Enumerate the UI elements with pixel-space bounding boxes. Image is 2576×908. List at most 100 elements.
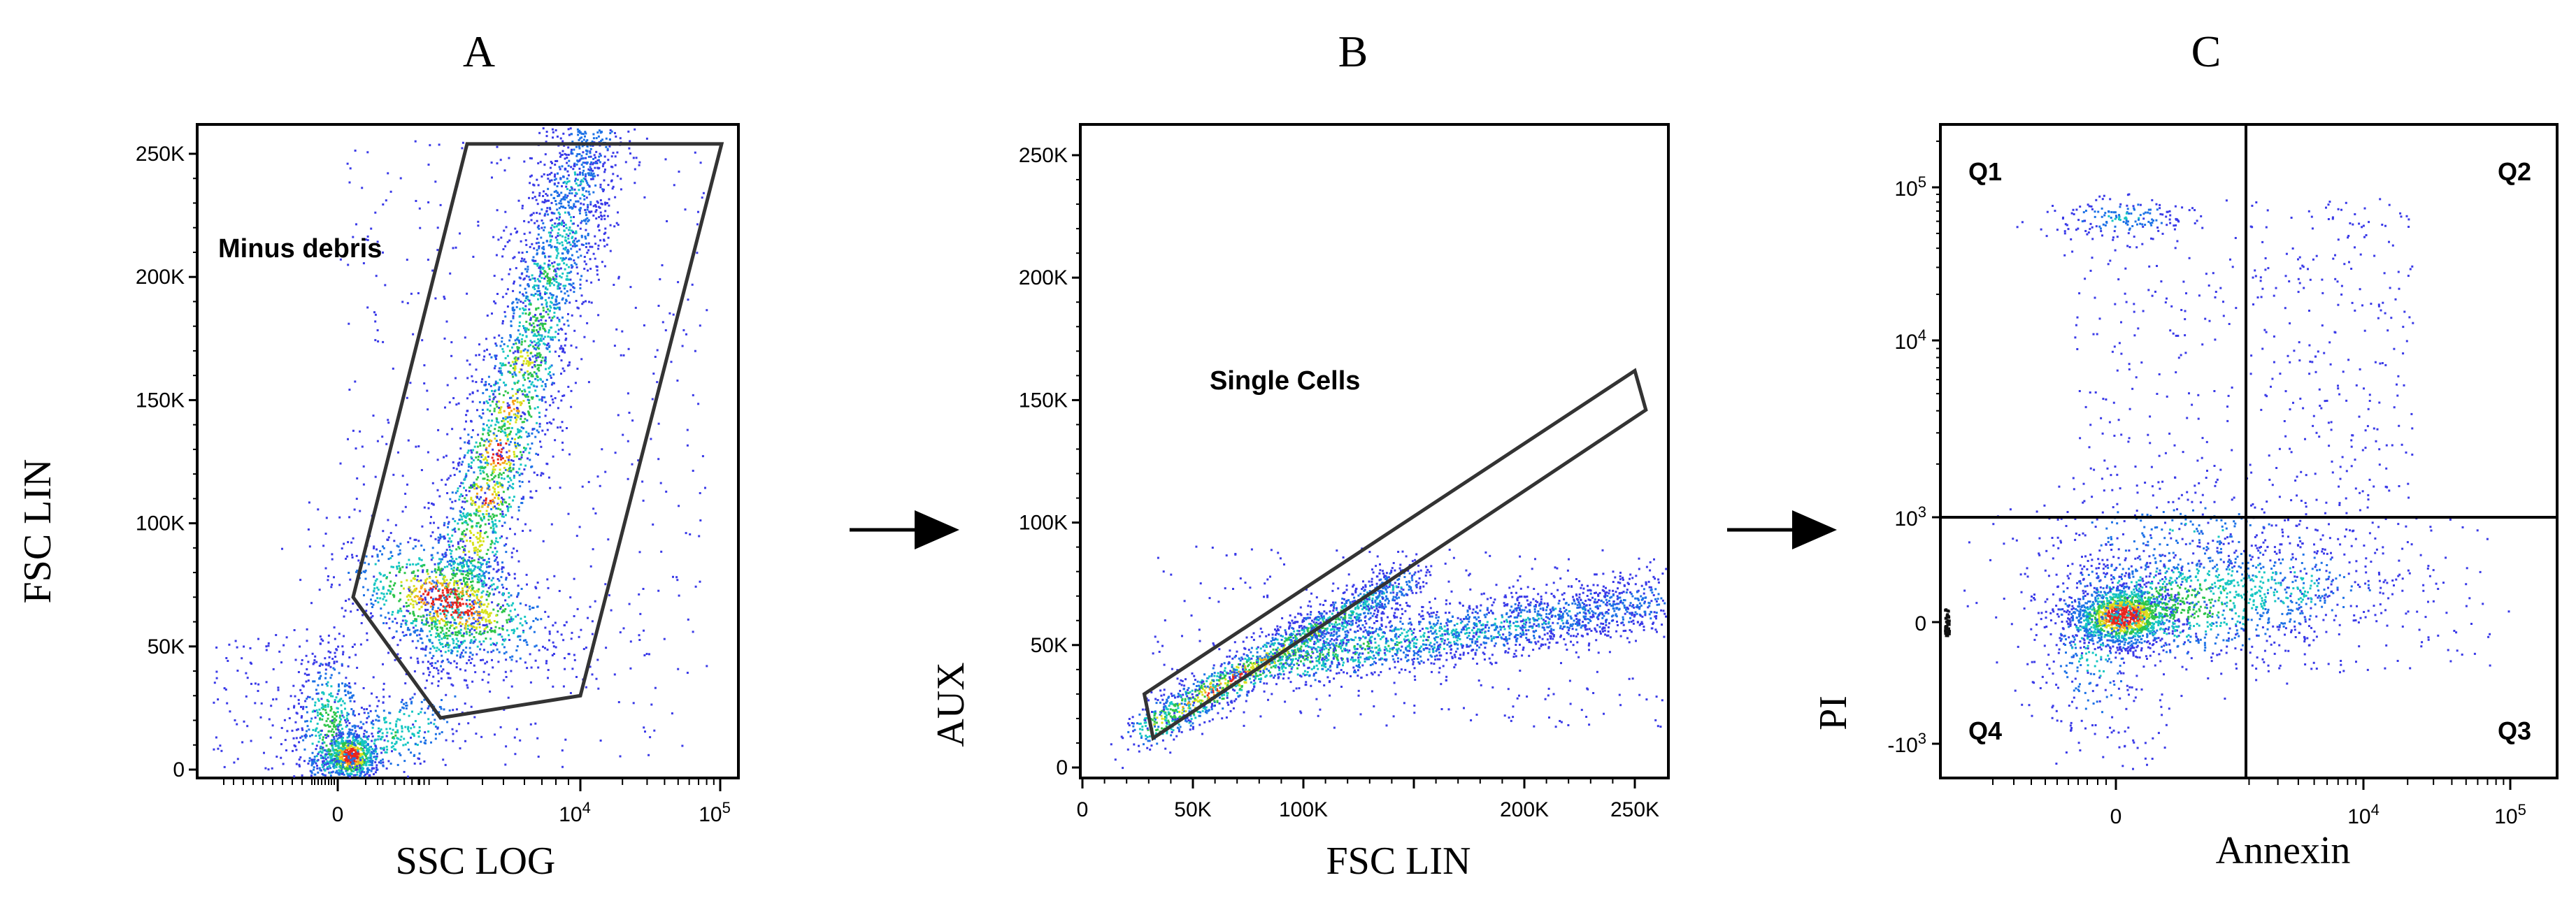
cytometry-event-dot: [347, 691, 350, 693]
cytometry-event-dot: [474, 671, 477, 674]
cytometry-event-dot: [577, 256, 580, 259]
cytometry-event-dot: [539, 322, 542, 325]
cytometry-event-dot: [504, 356, 507, 359]
cytometry-event-dot: [461, 546, 464, 548]
cytometry-event-dot: [529, 459, 531, 461]
cytometry-event-dot: [450, 624, 452, 627]
cytometry-event-dot: [295, 712, 298, 714]
cytometry-event-dot: [468, 656, 471, 658]
cytometry-event-dot: [389, 571, 392, 574]
cytometry-event-dot: [536, 238, 538, 240]
cytometry-event-dot: [592, 158, 595, 160]
cytometry-event-dot: [466, 581, 468, 584]
cytometry-event-dot: [436, 579, 438, 582]
cytometry-event-dot: [507, 475, 510, 477]
cytometry-event-dot: [309, 735, 311, 737]
cytometry-event-dot: [512, 394, 515, 397]
cytometry-event-dot: [554, 331, 557, 333]
cytometry-event-dot: [440, 594, 443, 597]
cytometry-event-dot: [578, 145, 580, 148]
cytometry-event-dot: [538, 327, 541, 330]
cytometry-event-dot: [306, 725, 309, 728]
cytometry-event-dot: [534, 288, 536, 291]
cytometry-event-dot: [520, 403, 522, 406]
cytometry-event-dot: [466, 397, 468, 400]
cytometry-event-dot: [587, 219, 590, 222]
cytometry-event-dot: [527, 284, 530, 287]
cytometry-event-dot: [471, 525, 473, 528]
cytometry-event-dot: [557, 182, 560, 185]
cytometry-event-dot: [501, 643, 504, 646]
cytometry-event-dot: [399, 549, 401, 552]
cytometry-event-dot: [349, 775, 351, 778]
cytometry-event-dot: [487, 440, 490, 443]
cytometry-event-dot: [557, 232, 559, 235]
cytometry-event-dot: [420, 707, 423, 710]
cytometry-event-dot: [571, 148, 573, 151]
cytometry-event-dot: [445, 627, 448, 630]
cytometry-event-dot: [357, 559, 360, 562]
cytometry-event-dot: [475, 610, 478, 613]
cytometry-event-dot: [580, 628, 582, 631]
cytometry-event-dot: [500, 431, 502, 433]
cytometry-event-dot: [416, 595, 419, 598]
cytometry-event-dot: [478, 498, 481, 500]
cytometry-event-dot: [492, 498, 494, 501]
cytometry-event-dot: [457, 584, 459, 586]
cytometry-event-dot: [407, 610, 410, 612]
cytometry-event-dot: [370, 761, 373, 763]
cytometry-event-dot: [348, 747, 350, 750]
cytometry-event-dot: [480, 643, 482, 646]
cytometry-event-dot: [543, 252, 545, 254]
cytometry-event-dot: [500, 451, 503, 454]
cytometry-event-dot: [503, 431, 506, 434]
cytometry-event-dot: [343, 542, 345, 545]
cytometry-event-dot: [466, 571, 469, 574]
cytometry-event-dot: [461, 518, 464, 521]
cytometry-event-dot: [355, 744, 357, 747]
cytometry-event-dot: [482, 517, 485, 520]
cytometry-event-dot: [469, 651, 472, 654]
cytometry-event-dot: [610, 130, 613, 133]
cytometry-event-dot: [356, 747, 359, 749]
cytometry-event-dot: [382, 575, 385, 577]
cytometry-event-dot: [500, 483, 503, 486]
cytometry-event-dot: [602, 163, 605, 166]
cytometry-event-dot: [471, 622, 473, 625]
cytometry-event-dot: [447, 540, 450, 543]
cytometry-event-dot: [465, 591, 468, 593]
cytometry-event-dot: [485, 438, 488, 441]
cytometry-event-dot: [501, 500, 504, 503]
cytometry-event-dot: [489, 430, 492, 433]
cytometry-event-dot: [484, 456, 487, 459]
cytometry-event-dot: [441, 699, 443, 701]
cytometry-event-dot: [480, 633, 482, 635]
cytometry-event-dot: [459, 561, 462, 564]
cytometry-event-dot: [441, 589, 444, 592]
cytometry-event-dot: [327, 714, 329, 716]
cytometry-event-dot: [517, 505, 520, 508]
cytometry-event-dot: [563, 222, 566, 224]
cytometry-event-dot: [427, 593, 429, 596]
cytometry-event-dot: [508, 404, 510, 407]
cytometry-event-dot: [565, 182, 568, 185]
cytometry-event-dot: [494, 626, 497, 628]
cytometry-event-dot: [544, 153, 547, 156]
cytometry-event-dot: [548, 373, 550, 375]
cytometry-event-dot: [465, 489, 467, 492]
cytometry-event-dot: [597, 278, 600, 281]
cytometry-event-dot: [571, 254, 573, 257]
cytometry-event-dot: [570, 389, 573, 392]
cytometry-event-dot: [431, 617, 434, 620]
cytometry-event-dot: [436, 583, 438, 586]
cytometry-event-dot: [348, 682, 350, 685]
cytometry-event-dot: [465, 574, 468, 576]
cytometry-event-dot: [479, 540, 482, 542]
cytometry-event-dot: [438, 620, 441, 622]
cytometry-event-dot: [520, 588, 523, 590]
cytometry-event-dot: [434, 598, 437, 600]
cytometry-event-dot: [434, 625, 436, 628]
cytometry-event-dot: [459, 447, 462, 450]
cytometry-event-dot: [398, 600, 401, 603]
cytometry-event-dot: [487, 603, 489, 605]
